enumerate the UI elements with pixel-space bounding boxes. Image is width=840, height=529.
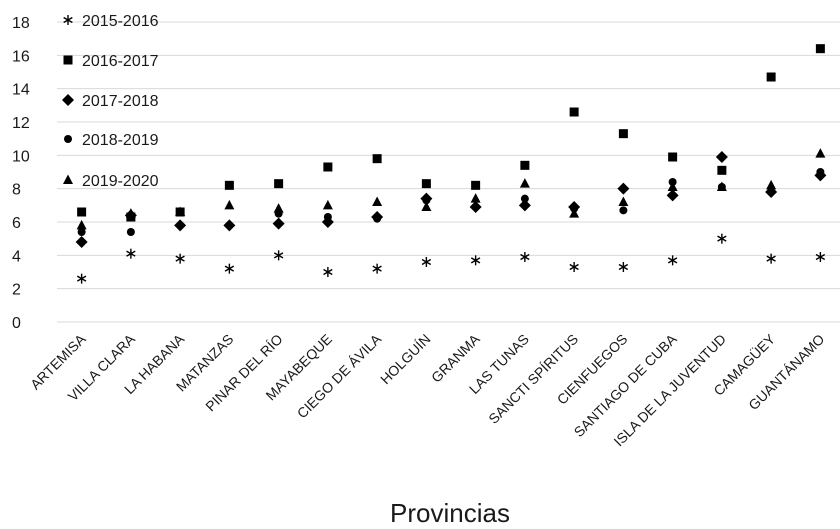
- y-tick-label: 8: [12, 182, 21, 199]
- data-point-circle: [767, 188, 776, 196]
- data-point-triangle: [519, 178, 530, 188]
- data-point-circle: [77, 228, 86, 236]
- legend-marker-circle: [64, 135, 72, 143]
- y-tick-label: 16: [12, 48, 30, 65]
- data-point-asterisk: [76, 273, 87, 284]
- legend-label: 2017-2018: [82, 93, 159, 110]
- data-point-circle: [323, 213, 332, 221]
- data-point-square: [77, 207, 87, 217]
- data-point-asterisk: [323, 267, 333, 277]
- legend-label: 2015-2016: [82, 13, 159, 30]
- x-category-label: CIEGO DE ÁVILA: [294, 330, 385, 421]
- data-point-circle: [471, 203, 480, 211]
- data-point-asterisk: [126, 248, 136, 259]
- y-tick-label: 10: [12, 148, 30, 165]
- data-point-triangle: [569, 208, 580, 218]
- y-tick-label: 4: [12, 248, 21, 265]
- data-point-square: [323, 162, 333, 172]
- gridlines: [57, 21, 840, 323]
- data-point-diamond: [272, 217, 285, 230]
- data-point-triangle: [273, 203, 284, 213]
- data-point-asterisk: [569, 262, 579, 272]
- data-point-triangle: [716, 181, 727, 191]
- data-point-diamond: [666, 189, 679, 202]
- data-point-square: [224, 180, 234, 190]
- y-tick-label: 14: [12, 82, 30, 99]
- legend-marker-asterisk: [63, 15, 73, 25]
- data-point-triangle: [175, 206, 186, 216]
- data-point-triangle: [322, 199, 333, 210]
- x-category-label: HOLGUÍN: [377, 331, 433, 387]
- legend-label: 2016-2017: [82, 53, 159, 70]
- data-point-asterisk: [815, 252, 826, 262]
- data-point-circle: [176, 221, 185, 230]
- data-point-asterisk: [520, 252, 530, 262]
- y-tick-label: 2: [12, 282, 21, 299]
- data-point-triangle: [815, 148, 826, 158]
- y-tick-label: 0: [12, 315, 21, 332]
- data-point-square: [815, 44, 825, 54]
- y-axis-ticks: 0 2 4 6 8 10 12 14 16 18: [12, 15, 30, 332]
- data-point-diamond: [75, 236, 88, 248]
- data-point-triangle: [470, 193, 481, 203]
- data-point-circle: [373, 214, 382, 223]
- data-point-asterisk: [717, 233, 727, 244]
- data-point-circle: [126, 228, 135, 236]
- data-point-asterisk: [175, 253, 185, 264]
- data-point-diamond: [617, 182, 630, 195]
- data-point-circle: [520, 194, 529, 203]
- data-point-diamond: [715, 151, 728, 163]
- data-point-square: [372, 154, 382, 164]
- data-point-circle: [225, 221, 234, 230]
- x-axis-title: Provincias: [390, 498, 510, 528]
- data-point-triangle: [372, 196, 383, 206]
- y-tick-label: 18: [12, 15, 30, 32]
- data-point-square: [421, 179, 431, 189]
- data-points: [75, 44, 827, 284]
- data-point-triangle: [224, 199, 235, 210]
- legend-marker-triangle: [63, 174, 73, 184]
- data-point-square: [520, 160, 530, 170]
- data-point-triangle: [667, 181, 678, 191]
- legend-marker-square: [63, 55, 73, 65]
- data-point-triangle: [766, 179, 777, 190]
- data-point-square: [717, 165, 727, 175]
- data-point-asterisk: [224, 263, 235, 274]
- data-point-triangle: [618, 196, 629, 206]
- data-point-asterisk: [618, 262, 629, 272]
- data-point-square: [618, 129, 628, 139]
- legend: 2015-2016 2016-2017 2017-2018 2018-2019 2019…: [62, 13, 159, 190]
- data-point-asterisk: [766, 253, 776, 264]
- data-point-square: [569, 107, 579, 117]
- data-point-circle: [816, 168, 825, 176]
- y-tick-label: 12: [12, 115, 30, 132]
- data-point-triangle: [76, 219, 87, 230]
- data-point-asterisk: [667, 255, 678, 266]
- data-point-circle: [619, 206, 628, 215]
- data-point-circle: [422, 196, 431, 205]
- data-point-triangle: [421, 201, 432, 211]
- y-tick-label: 6: [12, 215, 21, 232]
- data-point-square: [274, 179, 284, 189]
- data-point-asterisk: [421, 257, 432, 267]
- data-point-asterisk: [470, 255, 481, 266]
- legend-label: 2018-2019: [82, 132, 159, 149]
- data-point-asterisk: [372, 263, 382, 274]
- data-point-diamond: [518, 199, 531, 212]
- legend-marker-diamond: [62, 94, 74, 106]
- legend-label: 2019-2020: [82, 173, 159, 190]
- data-point-triangle: [125, 208, 136, 218]
- data-point-square: [766, 72, 776, 82]
- x-category-label: SANCTI SPÍRITUS: [485, 331, 581, 427]
- data-point-asterisk: [273, 250, 284, 261]
- data-point-square: [471, 180, 481, 190]
- data-point-square: [668, 152, 678, 162]
